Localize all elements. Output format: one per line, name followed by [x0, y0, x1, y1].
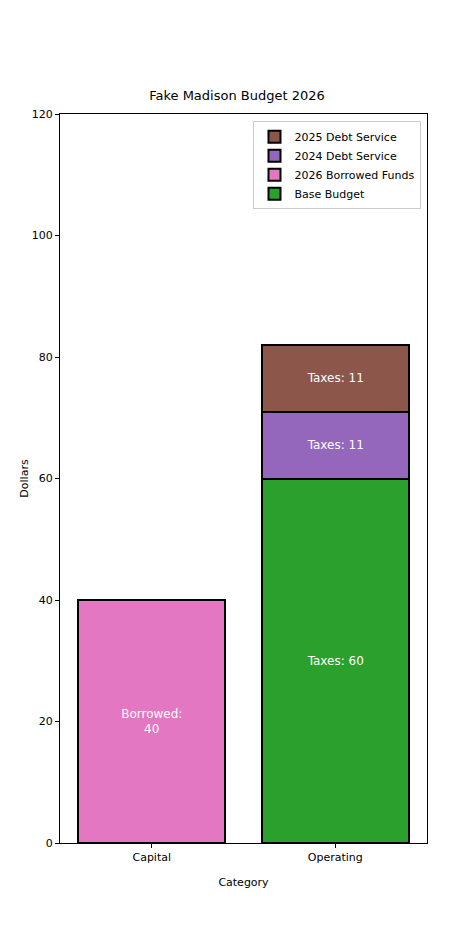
svg-text:Taxes: 60: Taxes: 60 — [307, 654, 364, 668]
svg-text:20: 20 — [39, 715, 53, 728]
svg-text:0: 0 — [46, 837, 53, 850]
svg-text:Borrowed:40: Borrowed:40 — [121, 707, 182, 737]
svg-text:Taxes: 11: Taxes: 11 — [307, 438, 364, 452]
svg-text:60: 60 — [39, 472, 53, 485]
svg-text:Category: Category — [218, 876, 269, 889]
svg-text:80: 80 — [39, 351, 53, 364]
svg-text:2026 Borrowed Funds: 2026 Borrowed Funds — [294, 169, 414, 182]
svg-text:120: 120 — [32, 108, 53, 121]
svg-text:100: 100 — [32, 229, 53, 242]
svg-text:40: 40 — [39, 594, 53, 607]
svg-text:Operating: Operating — [308, 851, 363, 864]
svg-text:Taxes: 11: Taxes: 11 — [307, 371, 364, 385]
svg-text:Capital: Capital — [132, 851, 171, 864]
svg-text:Dollars: Dollars — [18, 459, 31, 498]
svg-text:Base Budget: Base Budget — [294, 188, 365, 201]
svg-text:2024 Debt Service: 2024 Debt Service — [294, 150, 396, 163]
svg-text:Fake Madison Budget 2026: Fake Madison Budget 2026 — [149, 88, 325, 103]
svg-text:2025 Debt Service: 2025 Debt Service — [294, 131, 396, 144]
